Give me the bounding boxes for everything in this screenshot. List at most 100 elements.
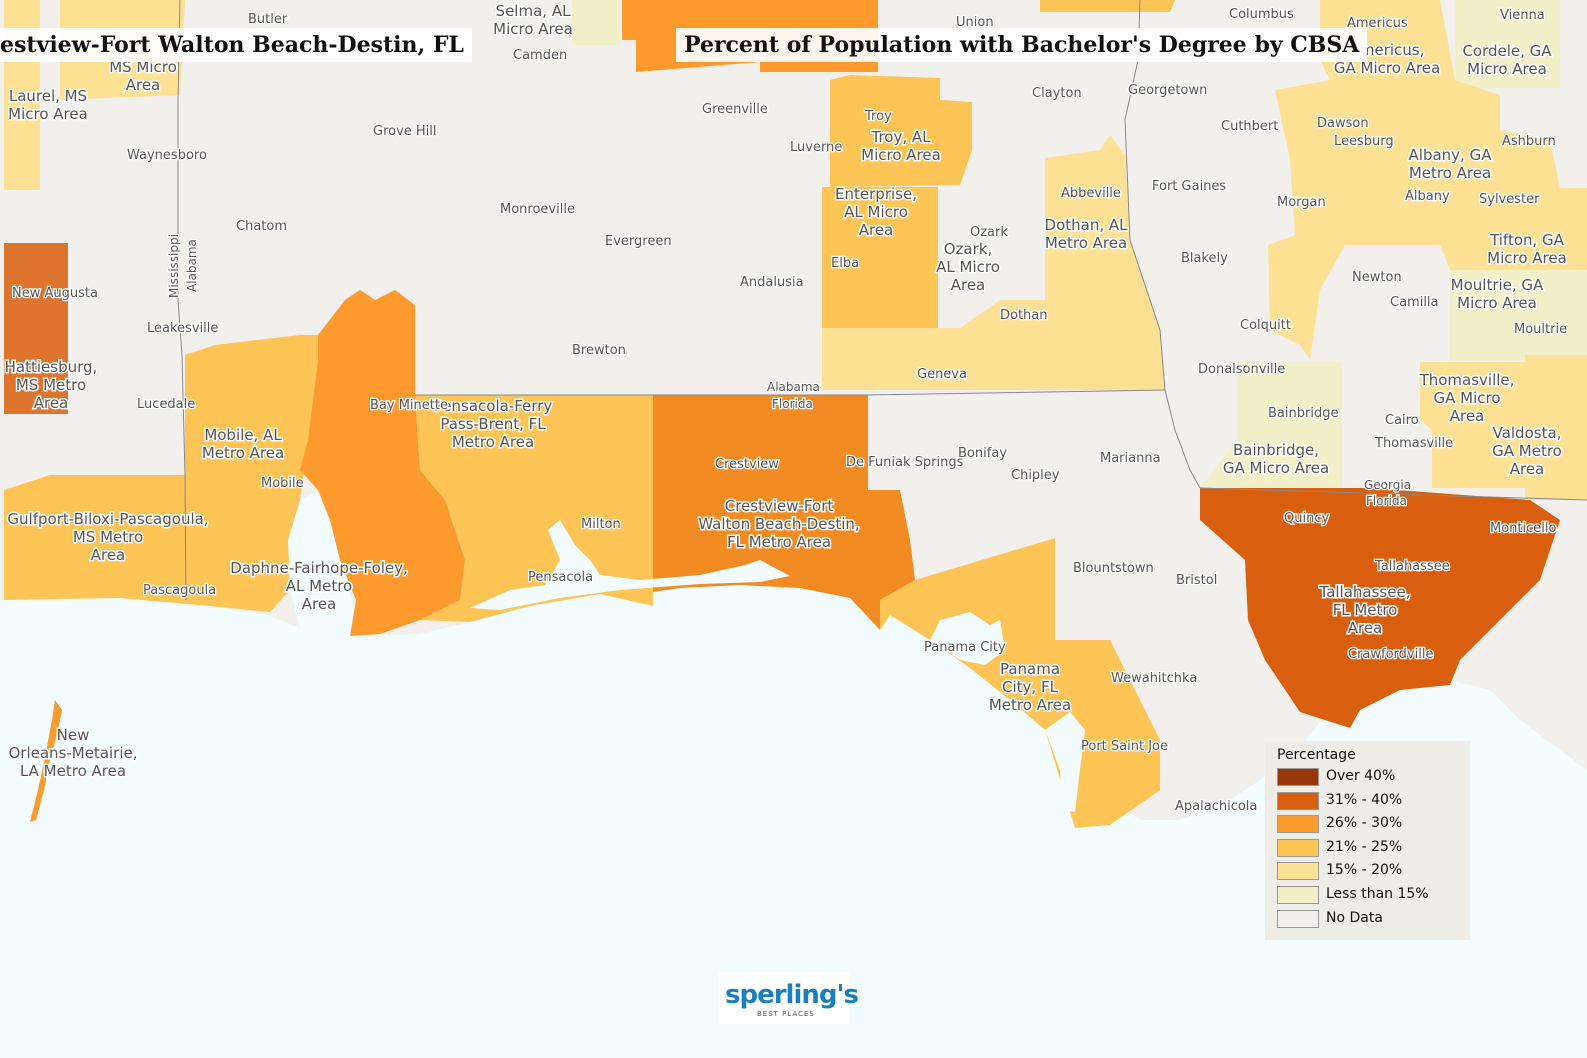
place-label: Lucedale bbox=[137, 397, 195, 412]
area-label-line: Thomasville, bbox=[1419, 371, 1515, 389]
gulfport-cbsa bbox=[4, 475, 270, 612]
area-label-line: Metro Area bbox=[452, 433, 534, 451]
place-label: Tallahassee bbox=[1374, 559, 1450, 574]
area-label-line: AL Metro bbox=[286, 577, 352, 595]
area-label: Cordele, GA Micro Area bbox=[1462, 42, 1552, 78]
legend-swatch bbox=[1277, 791, 1319, 810]
area-label-line: GA Micro bbox=[1433, 389, 1500, 407]
legend-label: 21% - 25% bbox=[1326, 838, 1403, 855]
area-label-line: Laurel, MS bbox=[9, 87, 87, 105]
place-label: Wewahitchka bbox=[1111, 671, 1197, 686]
border-ga-fl bbox=[1199, 487, 1587, 501]
area-label-line: Micro Area bbox=[8, 105, 88, 123]
area-label-line: Americus, bbox=[1350, 41, 1425, 59]
new-orleans-cbsa bbox=[30, 700, 62, 822]
place-label: Bainbridge bbox=[1268, 406, 1338, 421]
legend-swatch bbox=[1277, 862, 1319, 881]
area-label-line: FL Metro bbox=[1333, 601, 1398, 619]
area-label: Tallahassee, FL Metro Area bbox=[1319, 583, 1411, 637]
legend-label: No Data bbox=[1326, 909, 1383, 926]
place-label: Marianna bbox=[1100, 451, 1161, 466]
area-label: Enterprise, AL Micro Area bbox=[835, 185, 917, 239]
area-label-line: Area bbox=[859, 221, 894, 239]
place-label: Newton bbox=[1352, 270, 1402, 285]
area-label-line: Area bbox=[302, 595, 337, 613]
place-label: Union bbox=[956, 15, 994, 30]
place-label: Mobile bbox=[261, 476, 304, 491]
place-label: Evergreen bbox=[605, 234, 672, 249]
legend-label: 26% - 30% bbox=[1326, 815, 1403, 832]
place-label: Chipley bbox=[1011, 468, 1060, 483]
place-label: Thomasville bbox=[1374, 436, 1453, 451]
area-label-line: Crestview-Fort bbox=[725, 497, 834, 515]
albany-cbsa bbox=[1268, 80, 1587, 360]
state-border-label: Florida bbox=[1366, 494, 1407, 508]
area-label-line: Hattiesburg, bbox=[5, 358, 98, 376]
area-label-line: Ozark, bbox=[944, 240, 993, 258]
place-label: Blakely bbox=[1181, 251, 1228, 266]
place-label: Vienna bbox=[1500, 8, 1545, 23]
legend-label: 31% - 40% bbox=[1326, 791, 1403, 808]
area-label: Gulfport-Biloxi-Pascagoula, MS Metro Area bbox=[7, 510, 208, 564]
area-label-line: Area bbox=[34, 394, 69, 412]
map-legend: Percentage Over 40% 31% - 40% 26% - 30% 21%… bbox=[1265, 741, 1470, 940]
area-label-line: Metro Area bbox=[1409, 164, 1491, 182]
dothan-cbsa bbox=[822, 135, 1165, 390]
area-label: Panama City, FL Metro Area bbox=[989, 660, 1071, 714]
place-label: Luverne bbox=[790, 140, 842, 155]
place-label: Americus bbox=[1347, 16, 1408, 31]
area-label-line: Orleans-Metairie, bbox=[8, 744, 137, 762]
area-label-line: Area bbox=[951, 276, 986, 294]
hattiesburg-cbsa bbox=[4, 243, 68, 414]
area-label: Dothan, AL Metro Area bbox=[1045, 216, 1129, 252]
place-label: Georgetown bbox=[1128, 83, 1207, 98]
place-label: Cuthbert bbox=[1221, 119, 1278, 134]
area-label: Laurel, MS Micro Area bbox=[8, 87, 88, 123]
place-label: Sylvester bbox=[1479, 192, 1540, 207]
legend-item: 21% - 25% bbox=[1277, 838, 1467, 858]
place-label: Milton bbox=[581, 517, 621, 532]
st-andrews-bay bbox=[930, 612, 1005, 665]
left-map-title: estview-Fort Walton Beach-Destin, FL bbox=[0, 28, 472, 62]
area-label: Troy, AL Micro Area bbox=[861, 128, 941, 164]
enterprise-cbsa bbox=[822, 187, 938, 328]
area-label-line: Bainbridge, bbox=[1233, 441, 1319, 459]
santa-rosa-sound bbox=[470, 520, 790, 610]
place-label: Leakesville bbox=[147, 321, 218, 336]
area-label-line: Micro Area bbox=[493, 20, 573, 38]
area-label-line: Micro Area bbox=[1487, 249, 1567, 267]
area-label-line: MS Metro bbox=[73, 528, 143, 546]
tallahassee-cbsa bbox=[1200, 488, 1560, 728]
area-label-line: City, FL bbox=[1002, 678, 1059, 696]
cordele-cbsa bbox=[1455, 0, 1560, 88]
mobile-cbsa bbox=[185, 335, 318, 612]
area-label-line: Area bbox=[1450, 407, 1485, 425]
area-label-line: AL Micro bbox=[936, 258, 1000, 276]
area-label-line: Area bbox=[1348, 619, 1383, 637]
moultrie-cbsa bbox=[1450, 270, 1587, 360]
place-label: Quincy bbox=[1284, 511, 1329, 526]
area-label-line: AL Micro bbox=[844, 203, 908, 221]
area-label: Crestview-Fort Walton Beach-Destin, FL Met… bbox=[698, 497, 859, 551]
st-joseph-bay bbox=[1045, 712, 1085, 812]
area-label-line: Micro Area bbox=[861, 146, 941, 164]
area-label: Hattiesburg, MS Metro Area bbox=[5, 358, 98, 412]
thomasville-cbsa bbox=[1420, 362, 1525, 488]
legend-label: Less than 15% bbox=[1326, 886, 1429, 902]
border-al-fl bbox=[415, 389, 1166, 396]
place-label: Pascagoula bbox=[143, 583, 216, 598]
place-label: Camden bbox=[513, 48, 567, 63]
place-label: Waynesboro bbox=[127, 148, 207, 163]
place-label: Bay Minette bbox=[370, 398, 448, 413]
mobile-bay bbox=[288, 490, 356, 640]
place-label: Monticello bbox=[1490, 521, 1556, 536]
place-label: Crawfordville bbox=[1348, 647, 1433, 662]
legend-swatch bbox=[1277, 838, 1319, 857]
place-label: Abbeville bbox=[1061, 186, 1121, 201]
legend-item: 15% - 20% bbox=[1277, 861, 1467, 881]
state-border-label: Florida bbox=[772, 397, 813, 411]
place-label: Ashburn bbox=[1502, 134, 1556, 149]
area-label-line: Moultrie, GA bbox=[1451, 276, 1544, 294]
area-label: Americus, GA Micro Area bbox=[1334, 41, 1440, 77]
